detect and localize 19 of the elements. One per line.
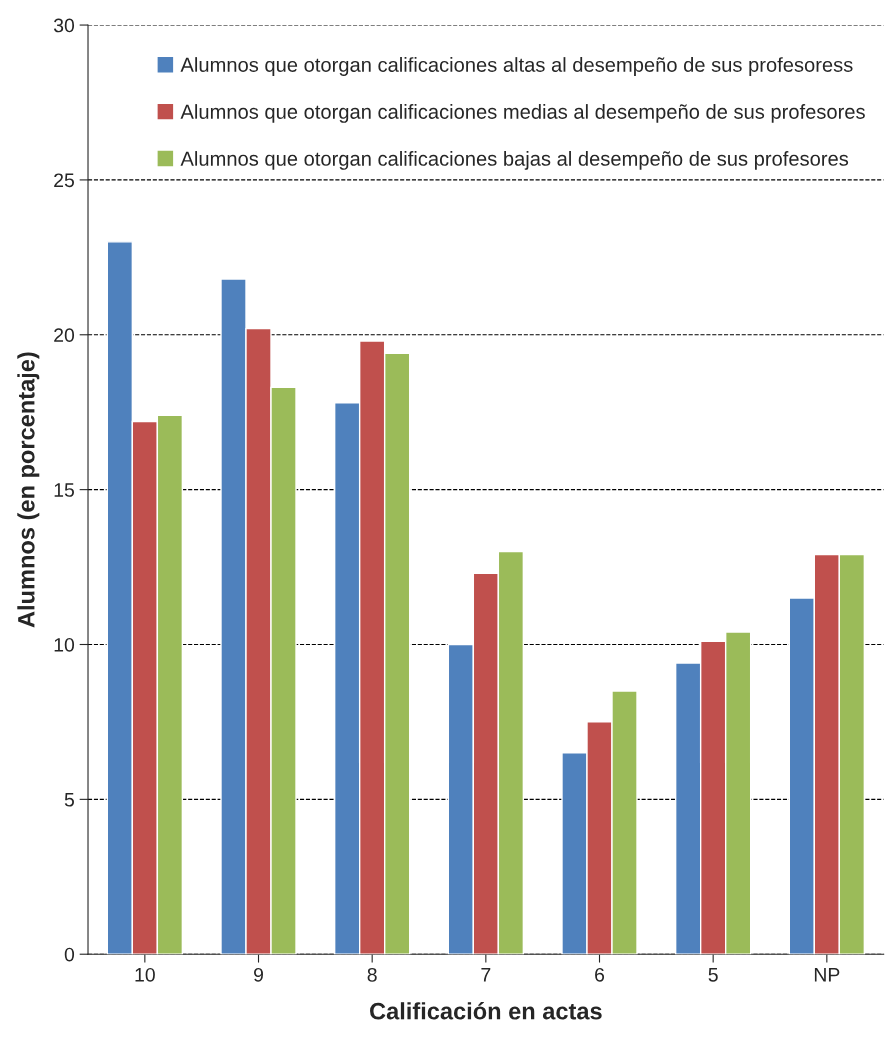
legend-label: Alumnos que otorgan calificaciones bajas al desempeño de sus profesores (180, 151, 849, 170)
x-tick-label: 7 (481, 968, 491, 982)
x-tick-label: 10 (135, 967, 155, 982)
y-tick-label: 30 (53, 18, 75, 33)
y-tick-label: 25 (54, 173, 74, 188)
x-tick-label: 8 (367, 967, 377, 982)
y-tick-label: 0 (64, 947, 75, 962)
y-tick-label: 15 (54, 483, 74, 497)
legend-label: Alumnos que otorgan calificaciones medias al desempeño de sus profesores (180, 104, 865, 123)
y-tick-label: 5 (64, 793, 74, 807)
x-tick-label: 6 (595, 967, 605, 982)
y-tick-label: 10 (54, 637, 75, 652)
legend-label: Alumnos que otorgan calificaciones altas al desempeño de sus profesoress (180, 57, 853, 76)
x-tick-label: 5 (708, 968, 718, 982)
y-axis-title: Alumnos (en porcentaje) (17, 352, 40, 628)
x-tick-label: 9 (254, 967, 263, 982)
x-axis-title: Calificación en actas (370, 1002, 602, 1020)
x-tick-label: NP (814, 968, 840, 982)
y-tick-label: 20 (54, 328, 75, 343)
